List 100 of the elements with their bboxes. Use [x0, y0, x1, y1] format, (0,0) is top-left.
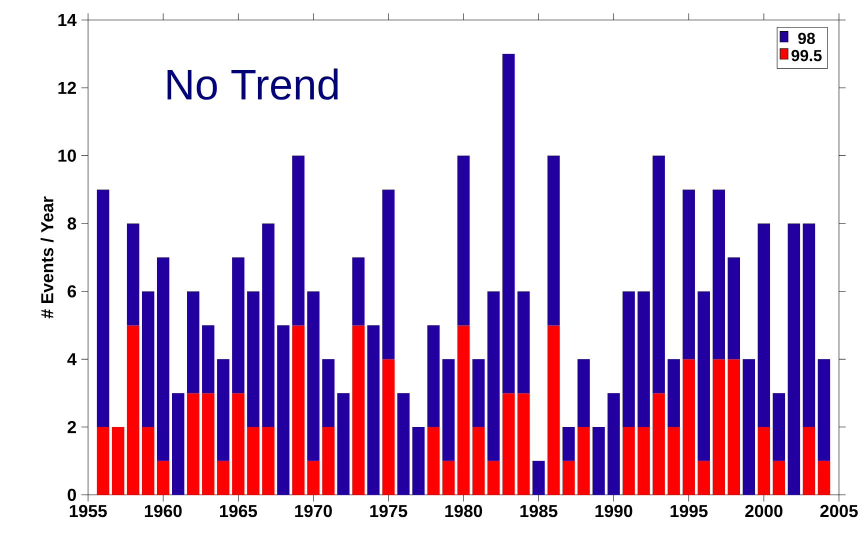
bar: [457, 156, 470, 326]
bar: [247, 292, 260, 428]
bar: [578, 359, 590, 428]
bar: [712, 359, 725, 496]
y-tick-label: 12: [58, 82, 76, 94]
bar: [202, 393, 214, 496]
bar: [322, 427, 334, 496]
x-tick-label: 2000: [745, 505, 782, 518]
bar: [517, 292, 530, 394]
bar: [608, 393, 620, 496]
bar: [668, 427, 680, 496]
x-tick-label: 1985: [520, 505, 558, 518]
x-tick-label: 1995: [670, 505, 708, 518]
bar: [397, 393, 410, 496]
bar: [142, 427, 154, 496]
bar: [187, 292, 200, 394]
bar: [112, 427, 124, 496]
bar: [427, 427, 440, 496]
bar: [352, 258, 365, 326]
x-tick-label: 1965: [220, 505, 258, 518]
y-tick-label: 0: [68, 488, 76, 502]
legend-label: 99.5: [792, 50, 822, 62]
bar: [457, 326, 470, 496]
x-tick-label: 2005: [820, 505, 858, 518]
y-tick-label: 8: [68, 218, 76, 230]
x-tick-label: 1990: [596, 505, 632, 518]
bar: [367, 326, 380, 496]
bar: [232, 393, 244, 496]
bar: [247, 427, 260, 496]
bar: [126, 326, 140, 496]
x-tick-label: 1980: [445, 505, 482, 518]
bar: [502, 393, 515, 496]
bar: [307, 461, 320, 496]
bar: [472, 359, 485, 428]
bar: [187, 393, 200, 496]
bar: [547, 156, 560, 326]
bar: [532, 461, 545, 496]
legend-label: 98: [798, 32, 815, 44]
bar: [142, 292, 154, 428]
bar: [156, 461, 170, 496]
y-tick-label: 14: [58, 14, 77, 26]
bar: [652, 156, 665, 394]
bar: [472, 427, 485, 496]
bar: [487, 292, 500, 462]
bar: [638, 292, 650, 428]
bar: [96, 427, 110, 496]
bar: [562, 427, 575, 462]
bar: [698, 461, 710, 496]
bar: [818, 359, 830, 462]
bar: [772, 461, 786, 496]
bar: [96, 190, 110, 428]
bar: [728, 359, 740, 496]
bar: [562, 461, 575, 496]
bar: [728, 258, 740, 360]
bar: [802, 224, 816, 428]
bar: [172, 393, 184, 496]
bar: [292, 156, 304, 326]
bar: [788, 224, 800, 496]
bar: [292, 326, 304, 496]
bar: [742, 359, 756, 496]
bar: [682, 190, 695, 360]
bar: [652, 393, 665, 496]
bar: [638, 427, 650, 496]
bar: [682, 359, 695, 496]
x-tick-label: 1955: [70, 505, 107, 518]
bar: [232, 258, 244, 394]
bar: [382, 359, 395, 496]
y-axis-title: # Events / Year: [40, 196, 54, 319]
bar: [217, 461, 230, 496]
bar: [758, 427, 770, 496]
bar: [712, 190, 725, 360]
bar: [502, 54, 515, 394]
x-tick-label: 1960: [144, 505, 182, 518]
bar: [442, 461, 455, 496]
bar: [352, 326, 365, 496]
bar: [592, 427, 605, 496]
bar: [427, 326, 440, 428]
bar: [412, 427, 425, 496]
bar: [262, 427, 274, 496]
bar: [202, 326, 214, 394]
bar: [622, 427, 635, 496]
bar: [487, 461, 500, 496]
bar: [156, 258, 170, 462]
bar: [758, 224, 770, 428]
bar: [772, 393, 786, 462]
annotation: No Trend: [168, 68, 338, 100]
bar: [517, 393, 530, 496]
x-tick-label: 1970: [295, 505, 332, 518]
y-tick-label: 4: [67, 353, 77, 366]
bar: [126, 224, 140, 326]
bar: [698, 292, 710, 462]
bar: [442, 359, 455, 462]
bar: [217, 359, 230, 462]
bar: [668, 359, 680, 428]
bar: [382, 190, 395, 360]
bar: [322, 359, 334, 428]
bar: [277, 326, 290, 496]
x-tick-label: 1975: [370, 505, 408, 518]
y-tick-label: 10: [58, 150, 76, 162]
bar: [622, 292, 635, 428]
